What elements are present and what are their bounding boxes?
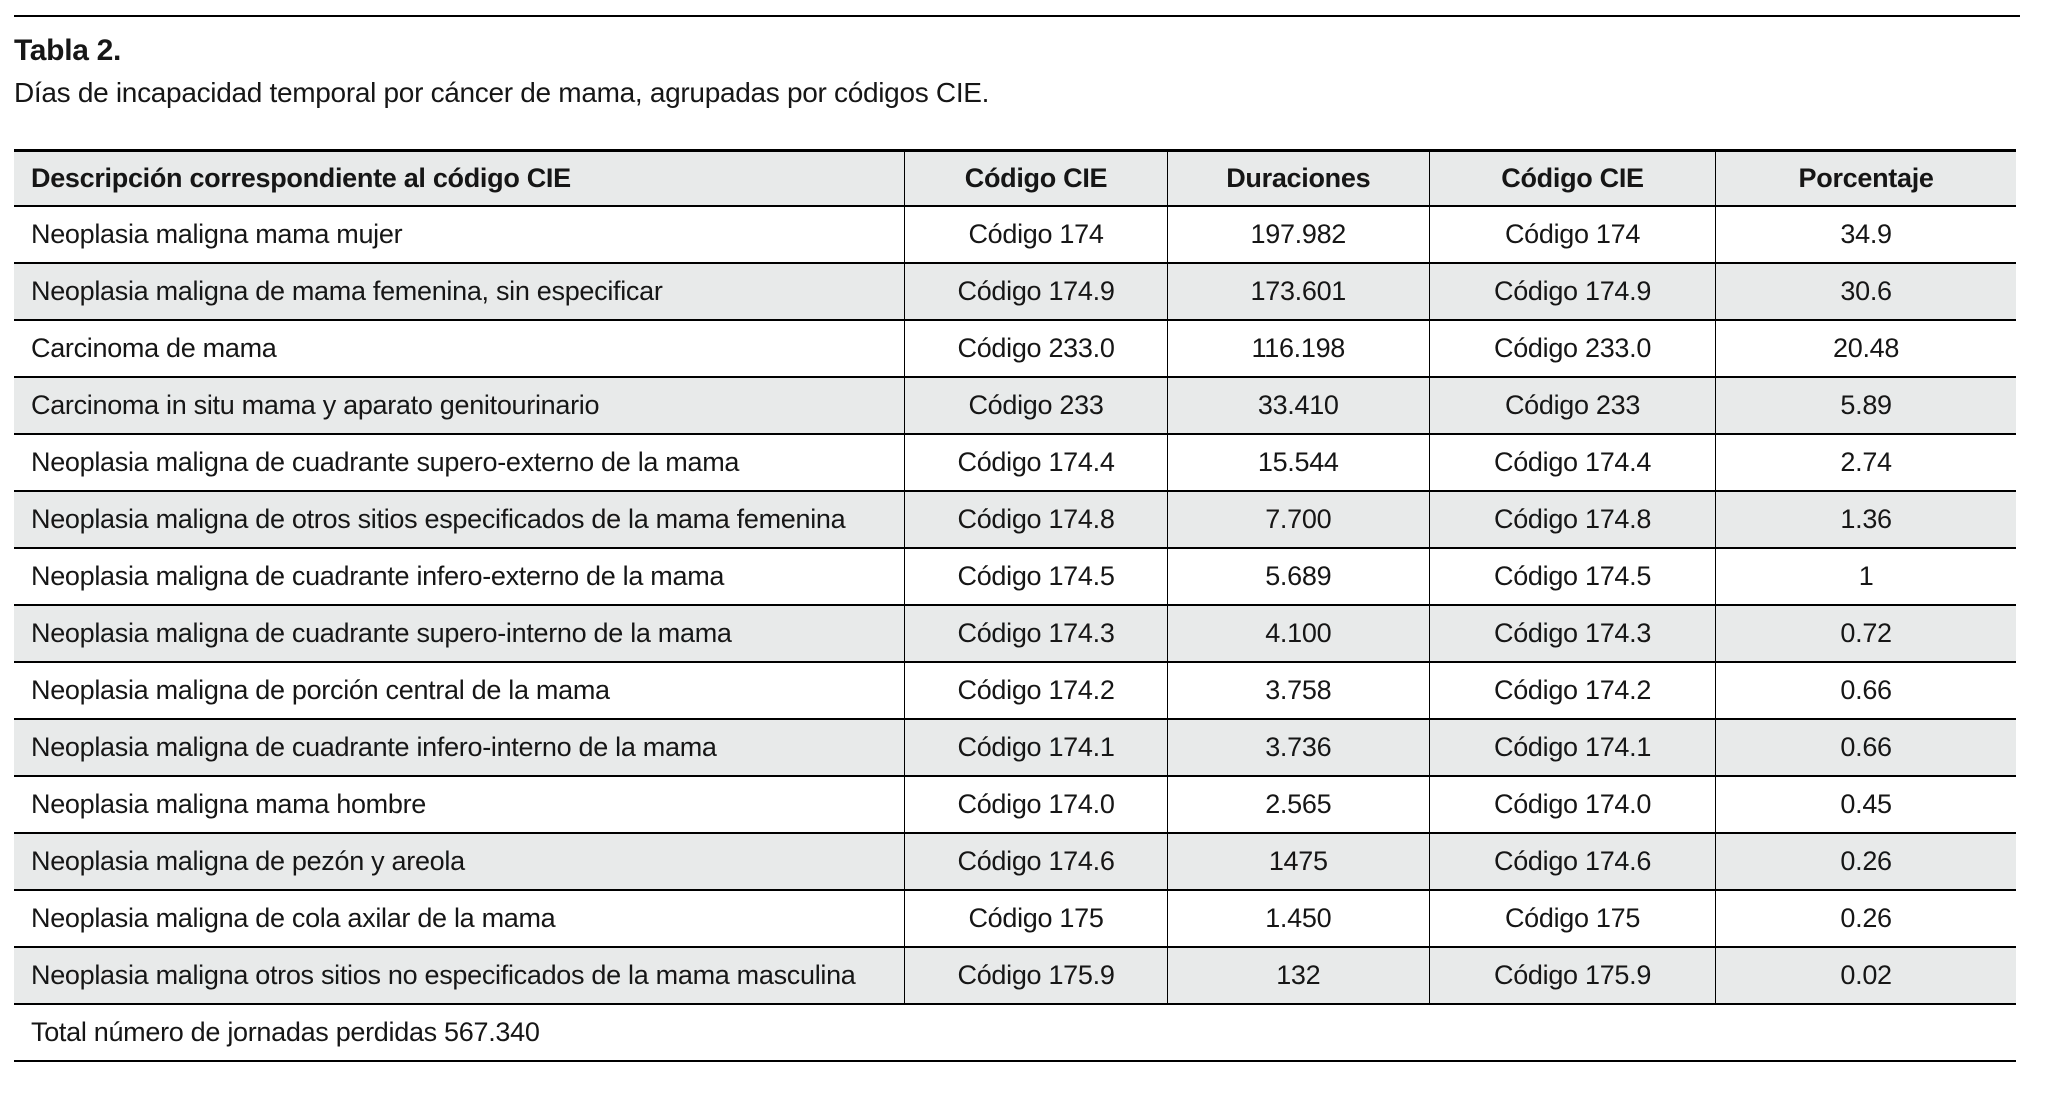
cell-code: Código 174.6 [904,833,1168,892]
top-rule [14,15,2020,17]
cell-duration: 132 [1166,947,1430,1006]
cell-code-2: Código 174.3 [1428,605,1716,664]
cell-code: Código 174.9 [904,263,1168,322]
table-row: Neoplasia maligna de pezón y areola Códi… [14,833,2016,892]
cell-code: Código 175 [904,890,1168,949]
cell-duration: 197.982 [1166,206,1430,265]
cell-code: Código 233 [904,377,1168,436]
cell-description: Neoplasia maligna mama mujer [14,206,905,265]
cell-description: Neoplasia maligna de porción central de … [14,662,905,721]
cell-code: Código 174.2 [904,662,1168,721]
table-row: Neoplasia maligna de cuadrante infero-in… [14,719,2016,778]
cell-description: Neoplasia maligna de cola axilar de la m… [14,890,905,949]
cell-duration: 2.565 [1166,776,1430,835]
cell-percentage: 0.45 [1715,776,2016,835]
cell-percentage: 1.36 [1715,491,2016,550]
cell-description: Neoplasia maligna de pezón y areola [14,833,905,892]
cell-description: Neoplasia maligna otros sitios no especi… [14,947,905,1006]
cell-percentage: 0.26 [1715,890,2016,949]
table-footer-total: Total número de jornadas perdidas 567.34… [14,1003,2016,1062]
table-row: Carcinoma in situ mama y aparato genitou… [14,377,2016,436]
cell-code-2: Código 174.5 [1428,548,1716,607]
cell-percentage: 0.66 [1715,719,2016,778]
table-row: Neoplasia maligna de cuadrante infero-ex… [14,548,2016,607]
column-header-percentage: Porcentaje [1715,150,2016,208]
table-row: Neoplasia maligna de cuadrante supero-in… [14,605,2016,664]
cell-code-2: Código 174.8 [1428,491,1716,550]
cell-percentage: 2.74 [1715,434,2016,493]
cell-duration: 1475 [1166,833,1430,892]
cell-duration: 33.410 [1166,377,1430,436]
cell-code-2: Código 174.1 [1428,719,1716,778]
cell-code: Código 174.5 [904,548,1168,607]
cell-code: Código 174.0 [904,776,1168,835]
table-row: Neoplasia maligna mama hombre Código 174… [14,776,2016,835]
cell-percentage: 30.6 [1715,263,2016,322]
table-row: Neoplasia maligna de cuadrante supero-ex… [14,434,2016,493]
cell-duration: 7.700 [1166,491,1430,550]
cell-code-2: Código 174.0 [1428,776,1716,835]
cell-duration: 5.689 [1166,548,1430,607]
cell-percentage: 5.89 [1715,377,2016,436]
table-caption-text: Días de incapacidad temporal por cáncer … [14,77,990,108]
column-header-description: Descripción correspondiente al código CI… [14,150,905,208]
table-body: Neoplasia maligna mama mujer Código 174 … [14,206,2016,1006]
cell-percentage: 34.9 [1715,206,2016,265]
cell-code-2: Código 174.6 [1428,833,1716,892]
cell-duration: 116.198 [1166,320,1430,379]
cell-duration: 15.544 [1166,434,1430,493]
cell-description: Neoplasia maligna de cuadrante supero-in… [14,605,905,664]
column-header-code-2: Código CIE [1428,150,1716,208]
cell-duration: 173.601 [1166,263,1430,322]
table-row: Neoplasia maligna de otros sitios especi… [14,491,2016,550]
cell-code: Código 174.1 [904,719,1168,778]
table-row: Neoplasia maligna de mama femenina, sin … [14,263,2016,322]
cell-code-2: Código 175.9 [1428,947,1716,1006]
column-header-code: Código CIE [904,150,1168,208]
cell-description: Neoplasia maligna de mama femenina, sin … [14,263,905,322]
cell-description: Carcinoma in situ mama y aparato genitou… [14,377,905,436]
table-row: Neoplasia maligna de cola axilar de la m… [14,890,2016,949]
cell-code-2: Código 233 [1428,377,1716,436]
cell-code-2: Código 174.4 [1428,434,1716,493]
cie-codes-table: Descripción correspondiente al código CI… [14,149,2016,1063]
cell-percentage: 0.26 [1715,833,2016,892]
table-row: Neoplasia maligna de porción central de … [14,662,2016,721]
cell-duration: 1.450 [1166,890,1430,949]
table-row: Carcinoma de mama Código 233.0 116.198 C… [14,320,2016,379]
cell-percentage: 20.48 [1715,320,2016,379]
cell-code-2: Código 174.9 [1428,263,1716,322]
cell-code: Código 233.0 [904,320,1168,379]
cell-code: Código 174.3 [904,605,1168,664]
cell-code: Código 174 [904,206,1168,265]
cell-description: Neoplasia maligna de cuadrante infero-in… [14,719,905,778]
cell-code-2: Código 174.2 [1428,662,1716,721]
header-row: Descripción correspondiente al código CI… [14,150,2016,208]
table-row: Neoplasia maligna otros sitios no especi… [14,947,2016,1006]
cell-description: Neoplasia maligna de cuadrante supero-ex… [14,434,905,493]
cell-description: Carcinoma de mama [14,320,905,379]
cell-code: Código 174.4 [904,434,1168,493]
cell-code-2: Código 174 [1428,206,1716,265]
cell-duration: 4.100 [1166,605,1430,664]
cell-percentage: 0.72 [1715,605,2016,664]
cell-description: Neoplasia maligna de otros sitios especi… [14,491,905,550]
cell-duration: 3.736 [1166,719,1430,778]
cell-code: Código 175.9 [904,947,1168,1006]
cell-description: Neoplasia maligna de cuadrante infero-ex… [14,548,905,607]
table-number-label: Tabla 2. [14,34,122,67]
cell-percentage: 1 [1715,548,2016,607]
cell-code-2: Código 233.0 [1428,320,1716,379]
cell-percentage: 0.02 [1715,947,2016,1006]
cell-description: Neoplasia maligna mama hombre [14,776,905,835]
table-caption-block: Tabla 2. Días de incapacidad temporal po… [14,34,2020,109]
cell-percentage: 0.66 [1715,662,2016,721]
column-header-duration: Duraciones [1166,150,1430,208]
cell-code-2: Código 175 [1428,890,1716,949]
cell-duration: 3.758 [1166,662,1430,721]
footer-row: Total número de jornadas perdidas 567.34… [14,1003,2016,1062]
cell-code: Código 174.8 [904,491,1168,550]
table-row: Neoplasia maligna mama mujer Código 174 … [14,206,2016,265]
